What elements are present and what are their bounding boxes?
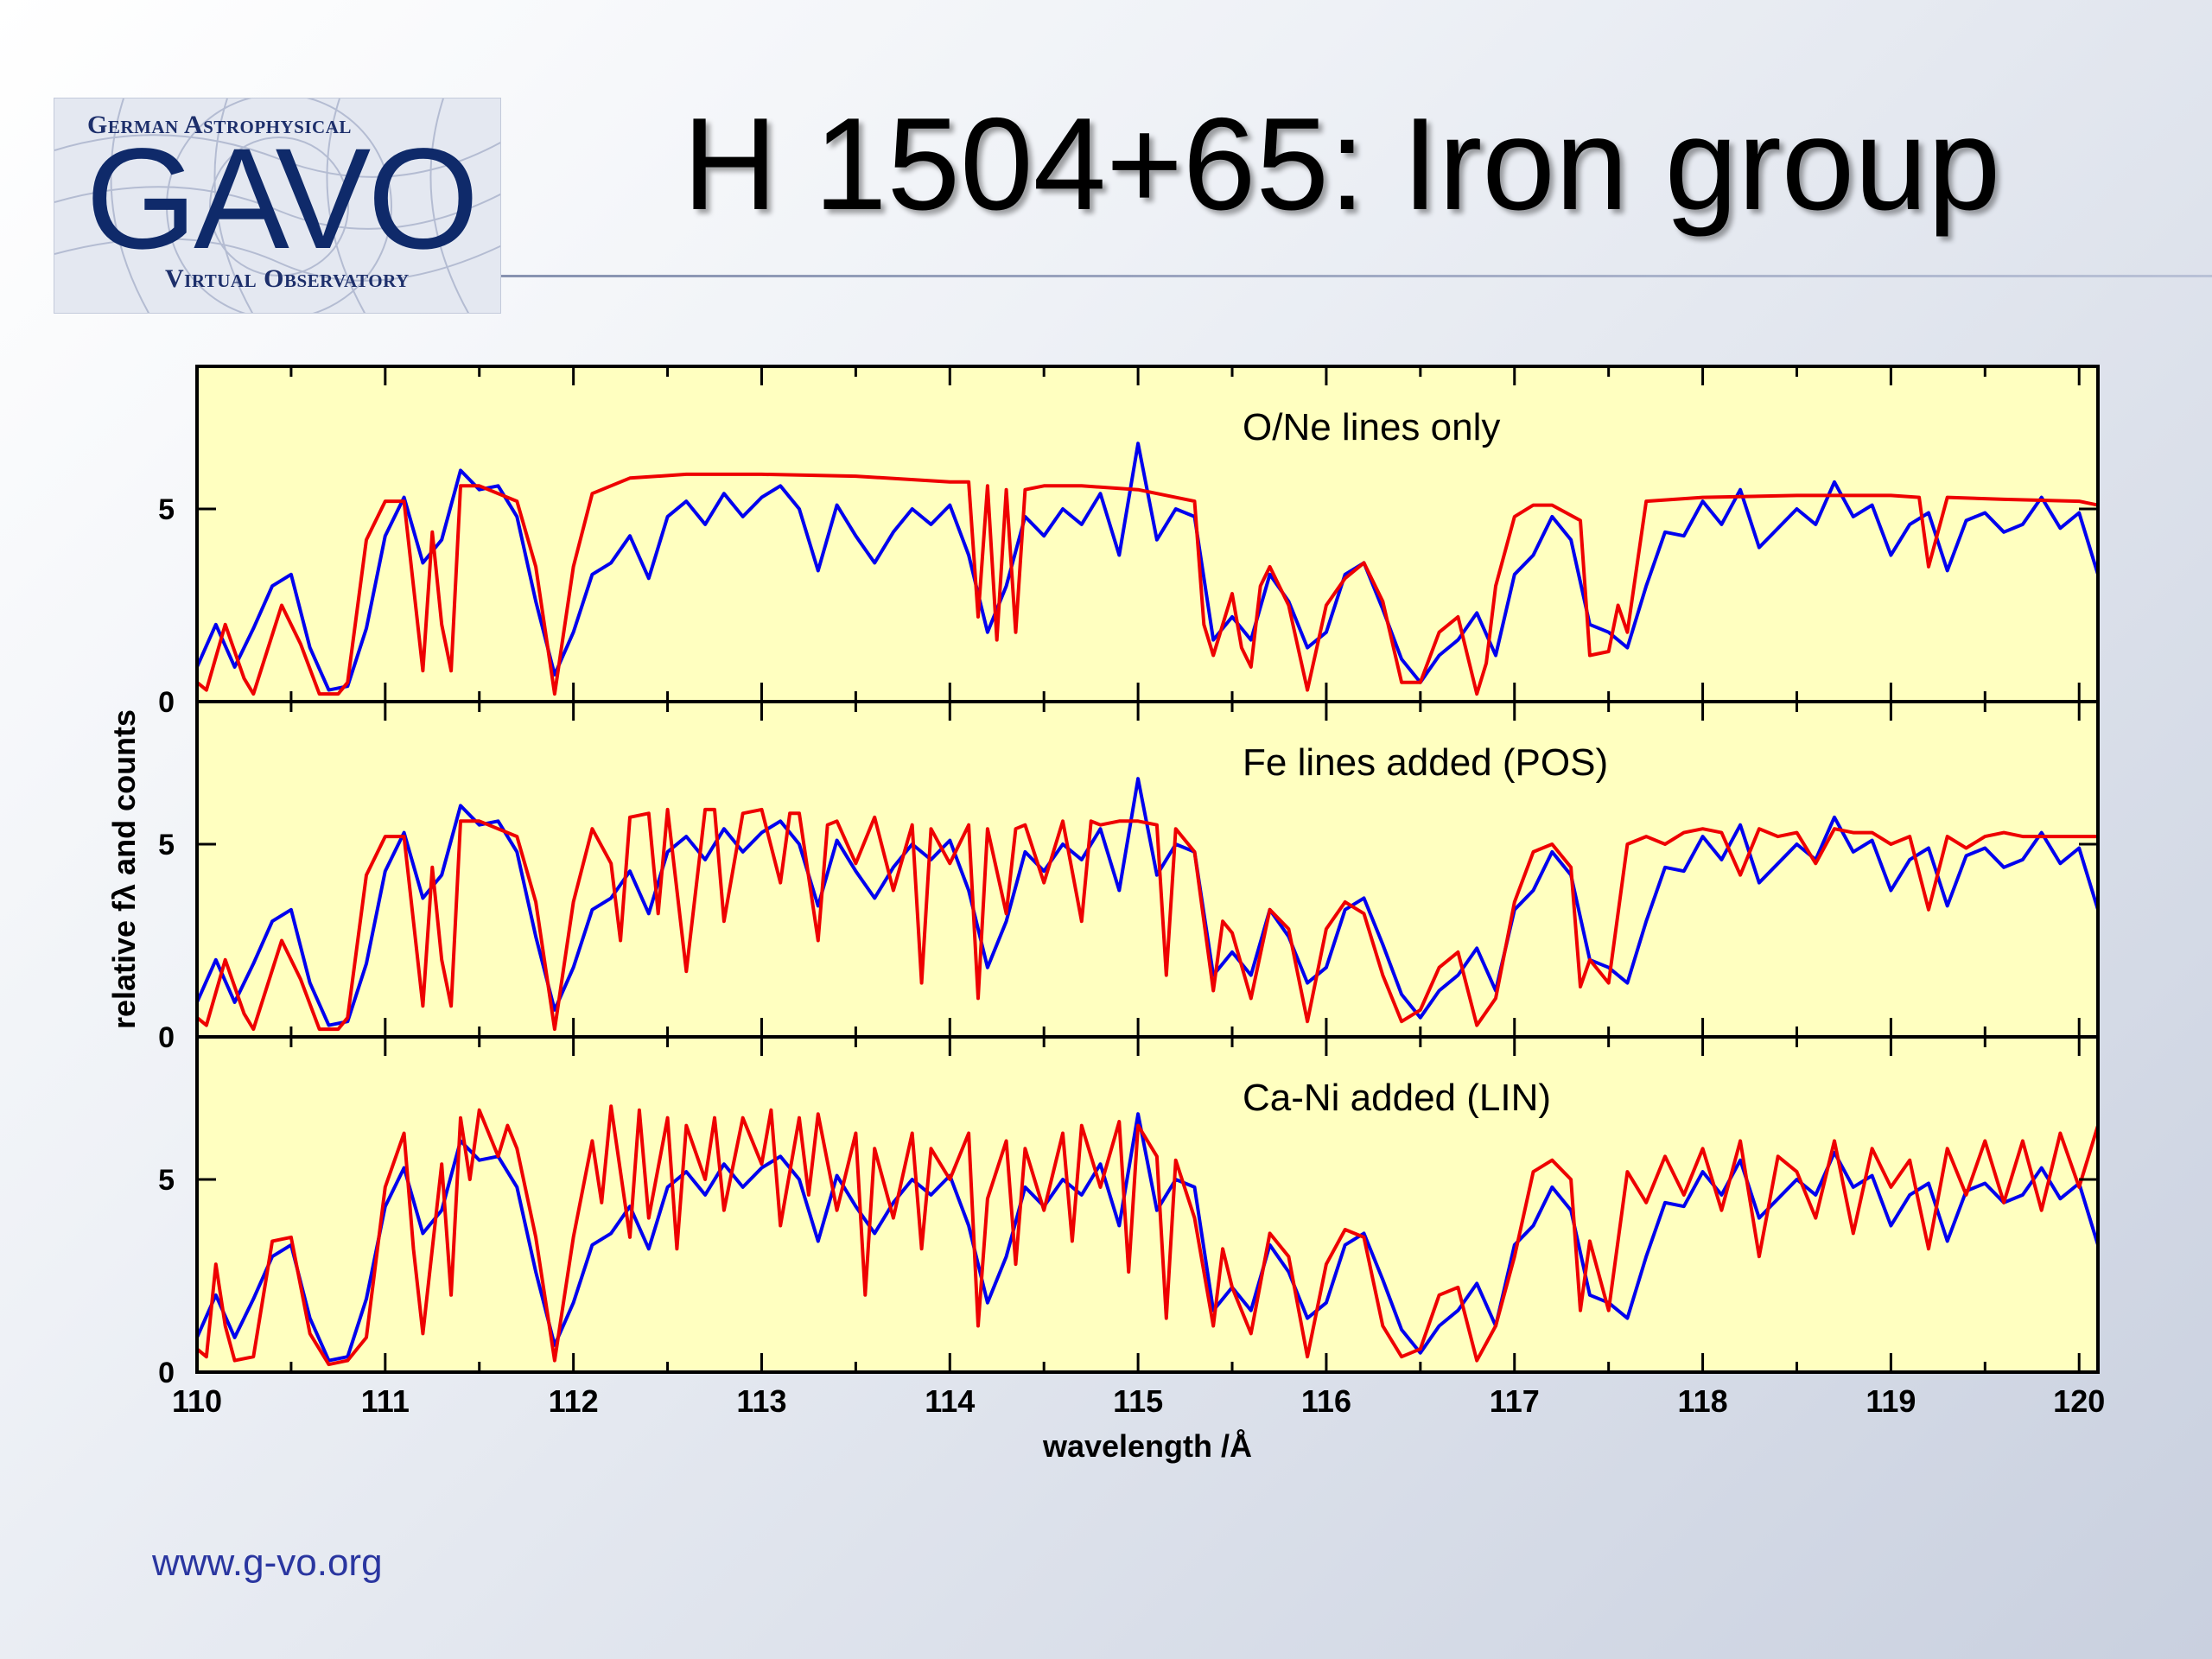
panel-label: Ca-Ni added (LIN): [1243, 1077, 1551, 1119]
axes-layer: 110 111 112 113 114 115 116 117 118 119 120 wavelen…: [106, 365, 2105, 1464]
y-tick-label: 0: [158, 1357, 175, 1389]
logo-main-text: GAVO: [86, 119, 479, 279]
model-series-line: [195, 807, 2098, 1032]
y-tick-label: 0: [158, 686, 175, 719]
x-tick-label: 111: [361, 1383, 410, 1419]
x-tick-label: 119: [1866, 1383, 1916, 1419]
x-tick-label: 114: [925, 1383, 975, 1419]
panel-label: O/Ne lines only: [1243, 406, 1500, 448]
model-series-line: [195, 472, 2099, 696]
slide-title: H 1504+65: Iron group: [683, 91, 2001, 238]
x-axis-label: wavelength /Å: [1042, 1428, 1252, 1464]
y-tick-label: 5: [158, 829, 175, 861]
observed-series-line: [195, 777, 2100, 1027]
observed-series-line: [195, 1112, 2100, 1363]
panels-layer: O/Ne lines only 0 5 Fe lines added (POS) 0 5 C…: [158, 366, 2100, 1389]
x-tick-label: 118: [1678, 1383, 1728, 1419]
y-tick-label: 5: [158, 493, 175, 526]
x-tick-label: 116: [1301, 1383, 1351, 1419]
plot-frame: [195, 365, 2100, 1374]
gavo-logo: German Astrophysical GAVO Virtual Observ…: [54, 98, 501, 314]
footer-url[interactable]: www.g-vo.org: [152, 1541, 383, 1584]
logo-top-text: German Astrophysical: [87, 111, 352, 139]
x-tick-label: 112: [549, 1383, 599, 1419]
x-tick-label: 115: [1113, 1383, 1163, 1419]
x-tick-label: 113: [736, 1383, 786, 1419]
x-tick-label: 110: [172, 1383, 222, 1419]
y-axis-label: relative fλ and counts: [106, 709, 142, 1029]
panel-2: Fe lines added (POS) 0 5: [158, 702, 2100, 1054]
model-series-line: [195, 1104, 2100, 1367]
logo-bottom-text: Virtual Observatory: [165, 264, 410, 293]
x-tick-label: 120: [2053, 1383, 2105, 1419]
panel-label: Fe lines added (POS): [1243, 741, 1608, 784]
y-tick-label: 0: [158, 1021, 175, 1054]
panel-1: O/Ne lines only 0 5: [158, 366, 2100, 719]
plot-background: [197, 366, 2098, 1372]
logo-grid-swirl: [54, 99, 500, 313]
y-tick-label: 5: [158, 1164, 175, 1197]
title-rule: [501, 275, 2212, 277]
x-tick-label: 117: [1490, 1383, 1540, 1419]
